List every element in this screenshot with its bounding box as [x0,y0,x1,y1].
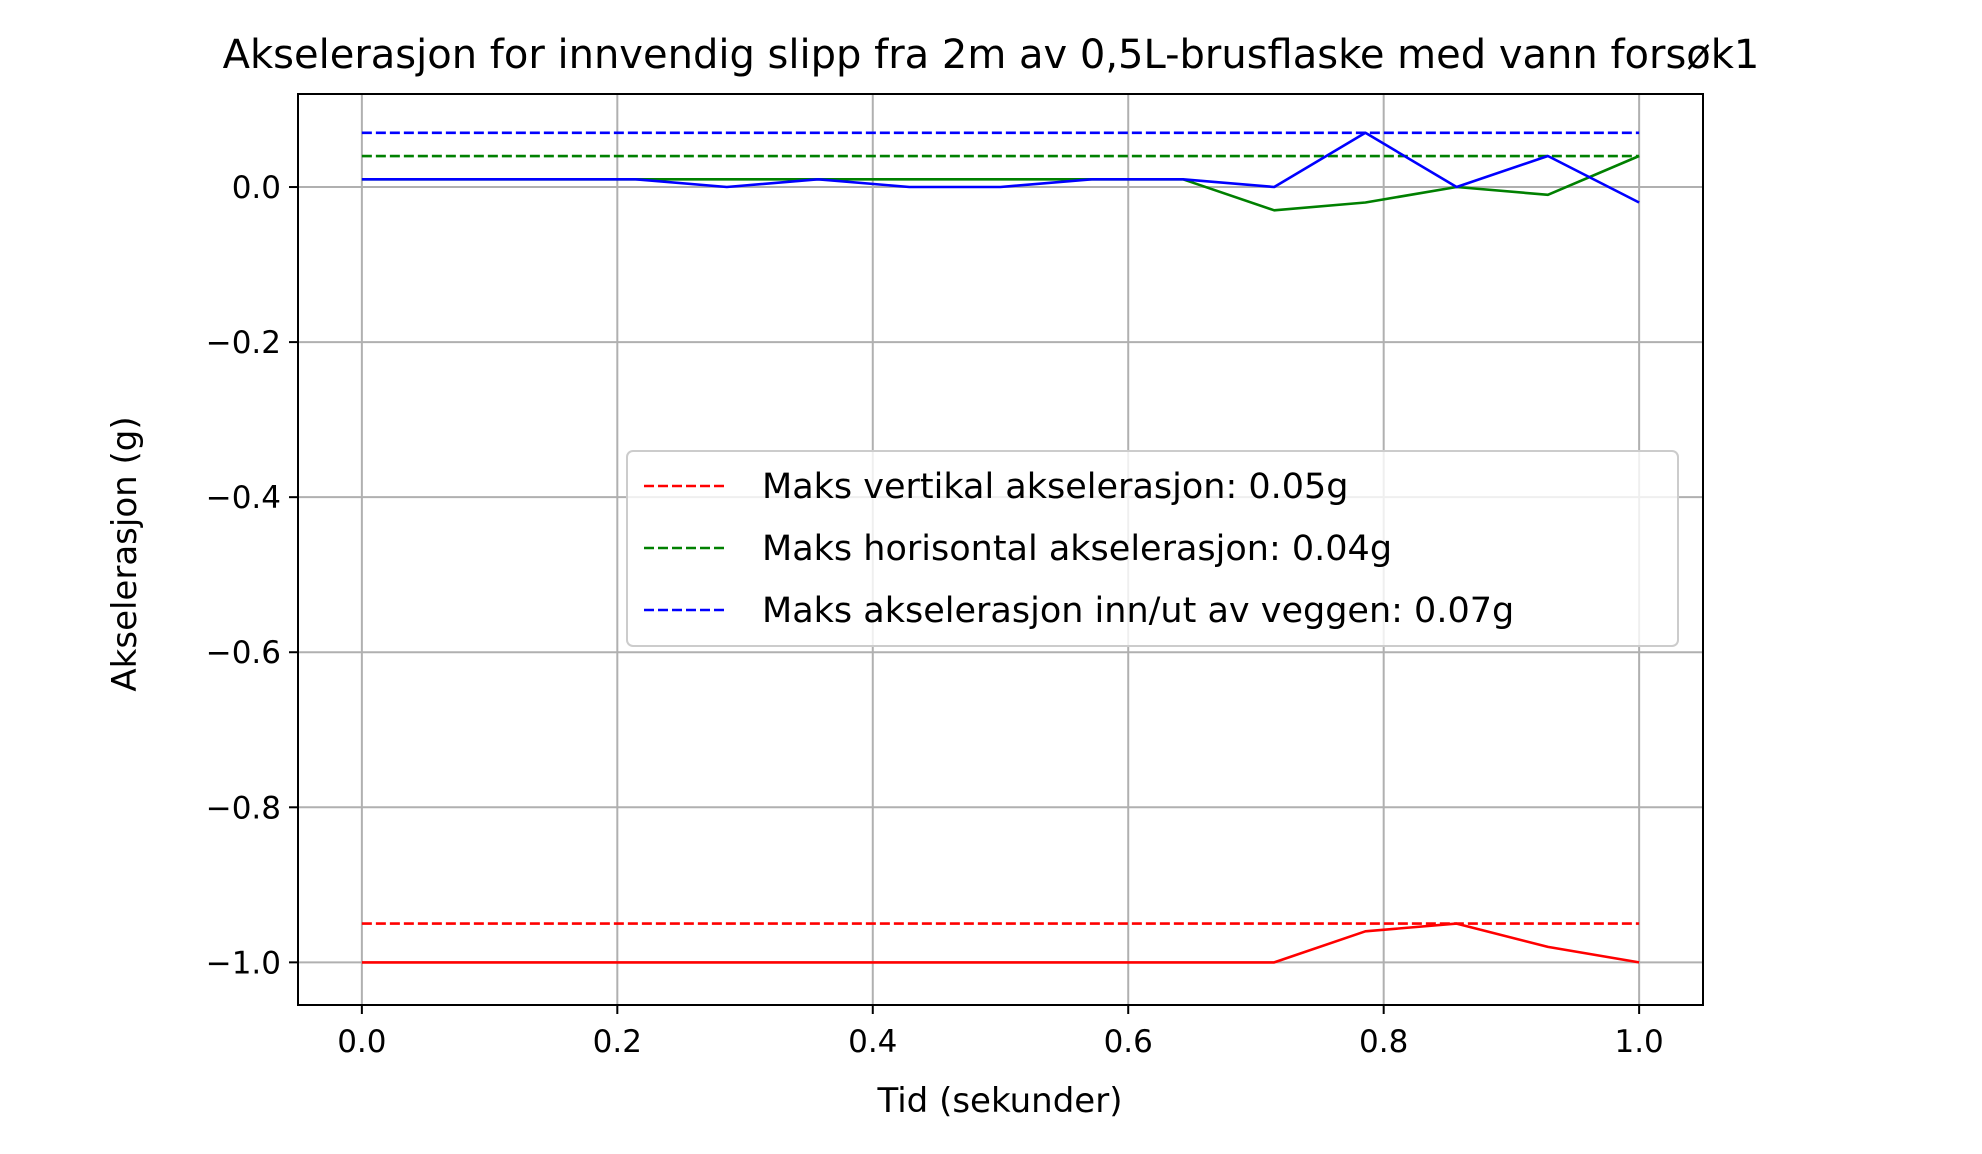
reference-lines [361,131,1640,925]
plot-frame [297,93,1704,1006]
legend-box [626,450,1679,647]
legend: Maks vertikal akselerasjon: 0.05g Maks ho… [626,450,1679,647]
series-line-1 [361,154,1640,212]
x-tick-label: 0.4 [848,1024,897,1060]
y-tick-label: −0.8 [206,790,281,826]
x-tick-label: 0.8 [1359,1024,1408,1060]
series-line-2 [361,131,1640,204]
data-series [361,131,1640,964]
chart-title: Akselerasjon for innvendig slipp fra 2m … [223,32,1760,78]
x-axis-ticks: 0.0 0.2 0.4 0.6 0.8 1.0 [337,1005,1664,1060]
y-tick-label: −0.4 [206,480,281,516]
legend-label-0: Maks vertikal akselerasjon: 0.05g [762,467,1349,507]
x-tick-label: 0.0 [337,1024,386,1060]
y-tick-label: −1.0 [206,945,281,981]
y-tick-label: 0.0 [232,170,281,206]
y-axis-ticks: 0.0 −0.2 −0.4 −0.6 −0.8 −1.0 [206,170,298,981]
x-axis-label: Tid (sekunder) [877,1081,1123,1121]
y-tick-label: −0.6 [206,635,281,671]
x-tick-label: 1.0 [1614,1024,1663,1060]
legend-label-1: Maks horisontal akselerasjon: 0.04g [762,529,1392,569]
x-tick-label: 0.2 [593,1024,642,1060]
x-tick-label: 0.6 [1104,1024,1153,1060]
legend-label-2: Maks akselerasjon inn/ut av veggen: 0.07… [762,591,1514,631]
series-line-0 [361,922,1640,964]
y-tick-label: −0.2 [206,325,281,361]
y-axis-label: Akselerasjon (g) [105,416,145,691]
